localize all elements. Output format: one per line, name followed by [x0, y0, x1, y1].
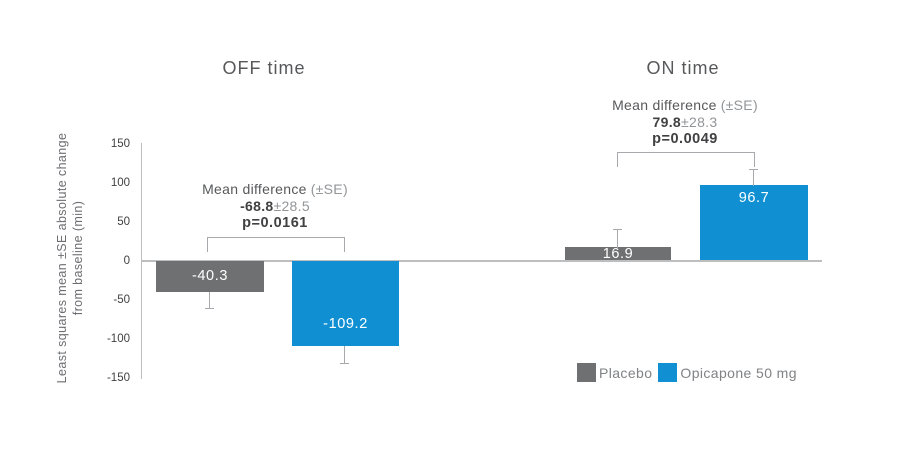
mean-difference-heading: Mean difference (±SE): [202, 181, 348, 197]
comparison-bracket-on: [617, 152, 755, 167]
mean-difference-value: 79.8±28.3: [652, 114, 718, 130]
y-tick-label: 150: [110, 137, 130, 150]
mean-difference-heading: Mean difference (±SE): [612, 97, 758, 113]
p-value: p=0.0161: [242, 215, 308, 231]
error-bar-off-opicapone: [340, 345, 349, 364]
legend: Placebo Opicapone 50 mg: [577, 363, 803, 382]
mean-difference-annotation-on: Mean difference (±SE) 79.8±28.3 p=0.0049: [565, 97, 805, 148]
y-tick-label: 50: [117, 215, 130, 228]
bar-off-opicapone: -109.2: [292, 260, 399, 346]
bar-value-label: 16.9: [602, 245, 634, 262]
group-title-off-time: OFF time: [222, 58, 306, 78]
y-tick-label: -50: [113, 293, 130, 306]
p-value: p=0.0049: [652, 131, 718, 147]
error-bar-on-placebo: [613, 229, 622, 249]
y-axis-label-line2: from baseline (min): [71, 200, 85, 316]
y-tick-label: 0: [123, 254, 130, 267]
bar-on-opicapone: 96.7: [700, 185, 808, 261]
y-tick-label: -100: [106, 332, 130, 345]
legend-label-opicapone: Opicapone 50 mg: [680, 364, 797, 381]
legend-swatch-placebo: [577, 363, 596, 382]
legend-label-placebo: Placebo: [599, 364, 653, 381]
error-bar-off-placebo: [205, 291, 214, 309]
mean-difference-annotation-off: Mean difference (±SE) -68.8±28.5 p=0.0161: [155, 181, 395, 232]
y-tick-label: 100: [110, 176, 130, 189]
zero-baseline: [141, 259, 822, 262]
group-title-on-time: ON time: [646, 58, 720, 78]
y-axis-ticks: 150 100 50 0 -50 -100 -150: [88, 0, 130, 452]
bar-value-label: 96.7: [738, 190, 770, 207]
bar-value-label: -40.3: [191, 268, 229, 285]
comparison-bracket-off: [207, 237, 345, 252]
mean-difference-value: -68.8±28.5: [240, 198, 310, 214]
bar-value-label: -109.2: [323, 315, 368, 332]
bar-off-placebo: -40.3: [156, 260, 264, 292]
bar-on-placebo: 16.9: [565, 245, 671, 262]
y-axis-label-line1: Least squares mean ±SE absolute change: [55, 132, 69, 384]
legend-swatch-opicapone: [658, 363, 678, 382]
error-bar-on-opicapone: [749, 168, 758, 187]
y-tick-label: -150: [106, 371, 130, 384]
y-axis-label: Least squares mean ±SE absolute change f…: [54, 98, 86, 418]
